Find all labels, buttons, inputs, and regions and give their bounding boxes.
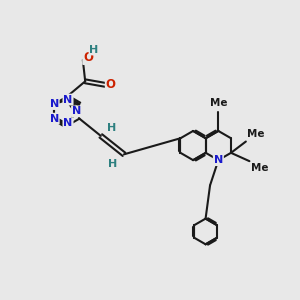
Text: N: N: [63, 94, 73, 105]
Text: N: N: [214, 155, 223, 165]
Text: O: O: [83, 51, 93, 64]
Text: N: N: [72, 106, 81, 116]
Text: Me: Me: [210, 98, 227, 108]
Text: H: H: [108, 159, 117, 169]
Text: H: H: [89, 44, 99, 55]
Text: N: N: [50, 99, 59, 109]
Text: N: N: [63, 118, 73, 128]
Text: O: O: [106, 78, 116, 92]
Text: Me: Me: [251, 163, 268, 172]
Text: H: H: [106, 124, 116, 134]
Text: Me: Me: [247, 129, 265, 139]
Text: N: N: [50, 114, 59, 124]
